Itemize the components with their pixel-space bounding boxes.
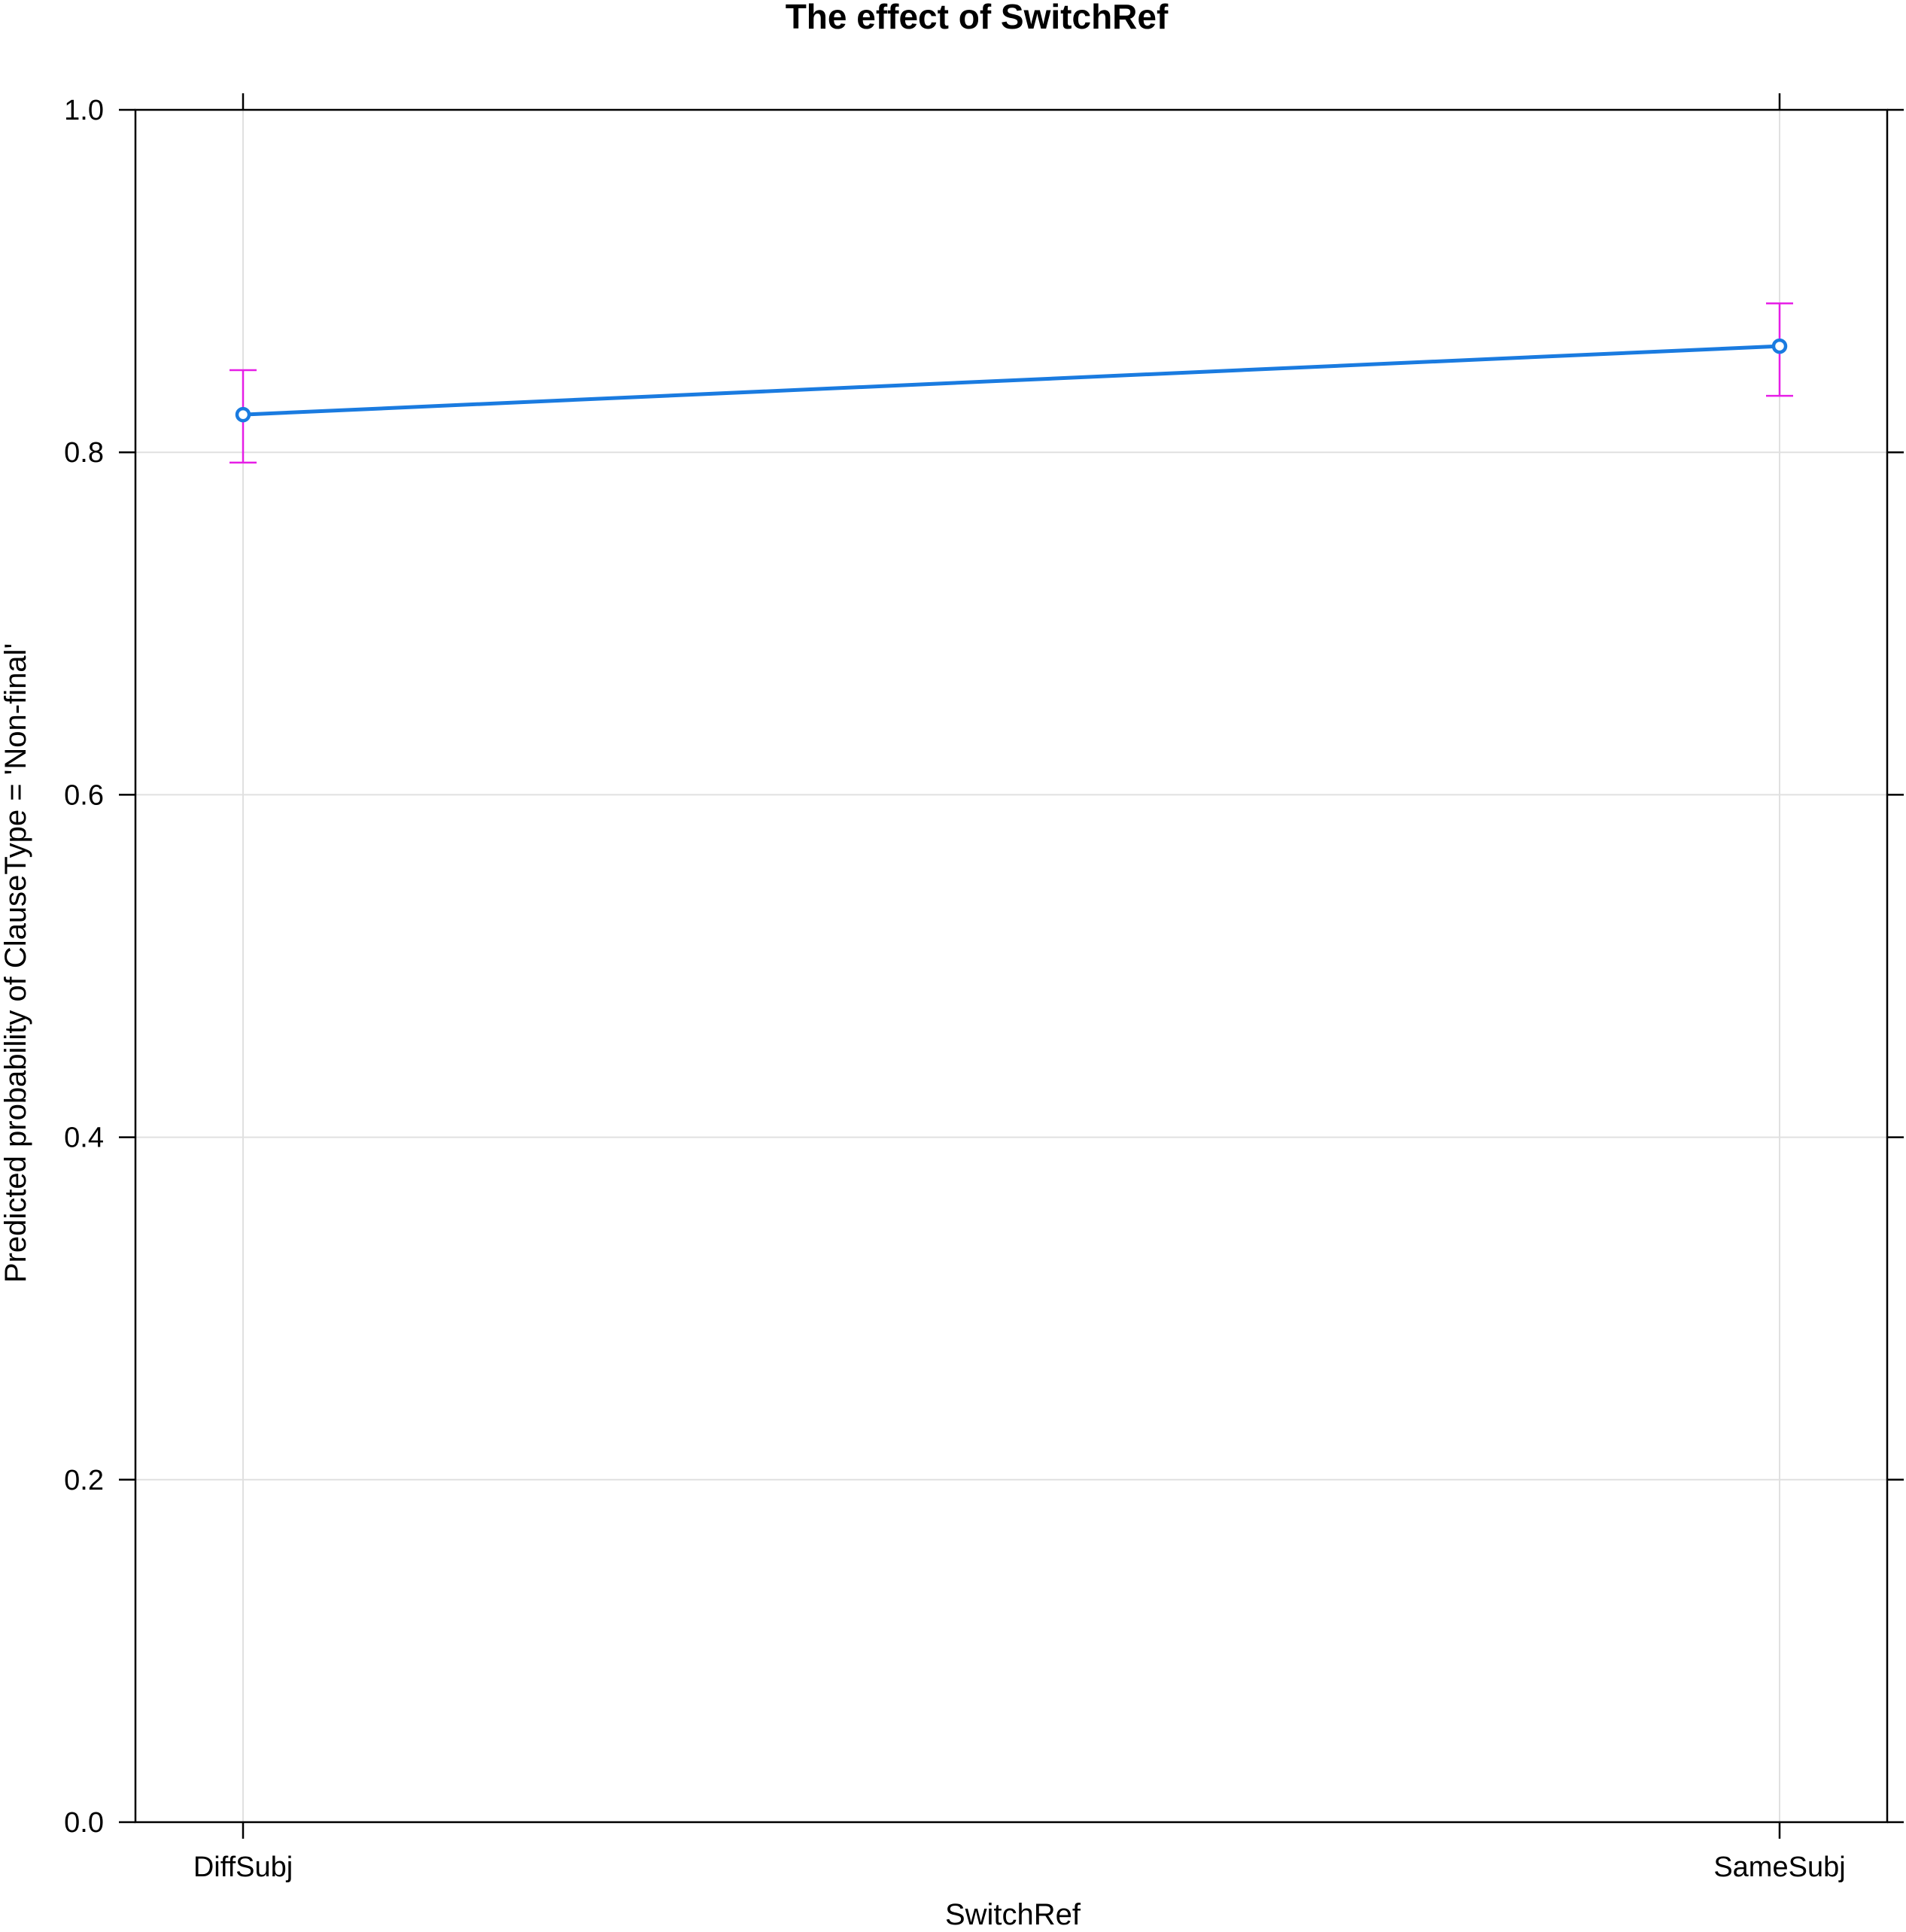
x-tick-labels: DiffSubj SameSubj [193, 1852, 1846, 1883]
error-bars [230, 302, 1793, 464]
y-tick-label: 0.6 [64, 779, 104, 811]
data-point [1771, 338, 1788, 354]
series-line [242, 344, 1780, 417]
y-tick-label: 0.2 [64, 1465, 104, 1496]
x-tick-label: SameSubj [1713, 1852, 1845, 1883]
y-tick-label: 0.4 [64, 1122, 104, 1154]
series-polyline [242, 344, 1780, 417]
y-axis-label: Predicted probability of ClauseType = 'N… [0, 643, 32, 1283]
plot-frame [134, 108, 1889, 1824]
y-tick-label: 0.8 [64, 437, 104, 469]
x-axis-label: SwitchRef [945, 1898, 1081, 1931]
data-point [235, 406, 251, 423]
data-points [235, 338, 1788, 423]
grid-lines [135, 109, 1887, 1823]
axis-ticks [119, 93, 1904, 1839]
y-tick-labels: 0.0 0.2 0.4 0.6 0.8 1.0 [64, 95, 104, 1839]
x-tick-label: DiffSubj [193, 1852, 293, 1883]
y-tick-label: 1.0 [64, 95, 104, 126]
chart-title: The effect of SwitchRef [786, 0, 1169, 36]
y-tick-label: 0.0 [64, 1807, 104, 1839]
